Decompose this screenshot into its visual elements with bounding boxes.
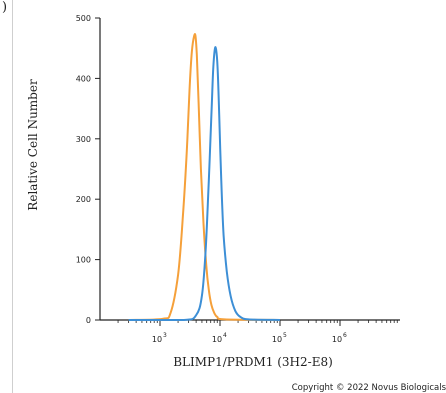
series-group: [128, 33, 281, 322]
x-tick-label: 10: [212, 335, 222, 344]
y-tick-label: 300: [76, 135, 91, 144]
y-tick-label: 100: [76, 256, 91, 265]
x-tick-label: 10: [272, 335, 282, 344]
x-tick-exponent: 3: [163, 332, 167, 339]
y-tick-label: 200: [76, 195, 91, 204]
y-tick-label: 500: [76, 14, 91, 23]
series-line-blue: [128, 46, 281, 322]
x-tick-exponent: 4: [223, 332, 227, 339]
y-tick-label: 0: [86, 316, 91, 325]
series-line-orange: [128, 33, 281, 321]
panel-label: ): [2, 0, 7, 15]
y-tick-label: 400: [76, 74, 91, 83]
x-tick-label: 10: [332, 335, 342, 344]
y-axis-label: Relative Cell Number: [26, 79, 40, 211]
copyright-notice: Copyright © 2022 Novus Biologicals: [292, 383, 446, 393]
x-axis-label: BLIMP1/PRDM1 (3H2-E8): [173, 355, 333, 369]
x-tick-label: 10: [152, 335, 162, 344]
x-tick-exponent: 5: [283, 332, 287, 339]
axes: [99, 18, 400, 321]
x-tick-exponent: 6: [343, 332, 347, 339]
frame-edge: [12, 0, 13, 393]
